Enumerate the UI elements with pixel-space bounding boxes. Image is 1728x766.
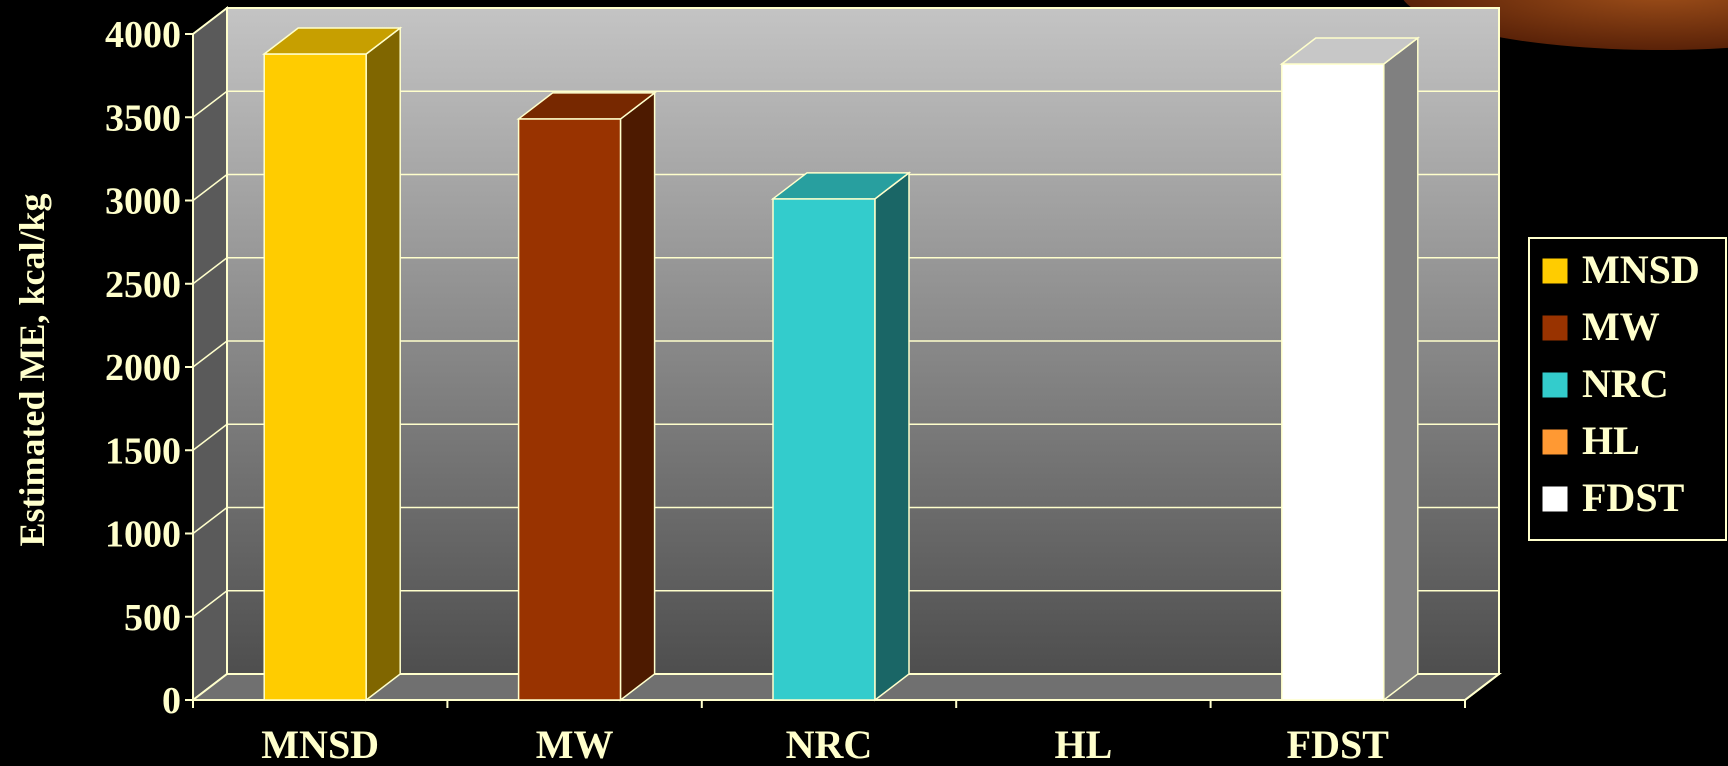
- x-tick-label: MW: [536, 722, 614, 766]
- legend-item-mnsd: MNSD: [1541, 247, 1700, 292]
- bar-front: [1281, 63, 1385, 701]
- legend: MNSD MW NRC HL FDST: [1528, 237, 1727, 541]
- legend-swatch: [1541, 257, 1569, 285]
- bar-nrc: [770, 171, 912, 702]
- legend-item-fdst: FDST: [1541, 475, 1685, 520]
- gridline: [192, 590, 1499, 618]
- bar-side: [1383, 36, 1419, 702]
- y-tick-label: 3000: [105, 181, 181, 223]
- gridline: [192, 90, 1499, 118]
- y-tick-label: 2000: [105, 347, 181, 389]
- bar-fdst: [1279, 36, 1421, 702]
- legend-item-hl: HL: [1541, 418, 1640, 463]
- y-tick-label: 4000: [105, 14, 181, 56]
- y-tick-label: 1500: [105, 430, 181, 472]
- legend-label: NRC: [1582, 361, 1669, 406]
- gridline: [192, 173, 1499, 202]
- bars: [261, 26, 1421, 702]
- legend-swatch: [1541, 371, 1569, 399]
- legend-swatch: [1541, 485, 1569, 513]
- bar-front: [517, 118, 622, 701]
- x-tick-label: NRC: [786, 722, 873, 766]
- legend-item-nrc: NRC: [1541, 361, 1669, 406]
- gridline: [192, 423, 1499, 451]
- bar-side: [874, 171, 910, 702]
- y-axis-label: Estimated ME, kcal/kg: [12, 193, 52, 546]
- bar-top: [261, 27, 403, 55]
- legend-label: FDST: [1582, 475, 1685, 520]
- y-tick-label: 0: [162, 680, 181, 722]
- bar-mw: [516, 91, 657, 702]
- y-tick-label: 500: [124, 597, 181, 639]
- y-tick-label: 2500: [105, 264, 181, 306]
- bar-mnsd: [261, 26, 403, 702]
- gridline: [192, 340, 1499, 368]
- legend-label: MW: [1582, 304, 1660, 349]
- bar-side: [365, 26, 401, 702]
- bar-top: [770, 172, 912, 200]
- gridline: [192, 506, 1499, 535]
- bar-front: [263, 53, 367, 701]
- bar-top: [1279, 37, 1421, 65]
- legend-label: HL: [1582, 418, 1640, 463]
- y-tick-label: 1000: [105, 514, 181, 556]
- x-tick-label: MNSD: [261, 722, 379, 766]
- floor-edge: [1464, 673, 1500, 701]
- legend-item-mw: MW: [1541, 304, 1660, 349]
- y-tick-label: 3500: [105, 97, 181, 139]
- gridline: [192, 257, 1499, 285]
- bar-front: [772, 198, 876, 701]
- gridline: [192, 7, 1499, 35]
- bar-top: [516, 92, 657, 120]
- legend-label: MNSD: [1582, 247, 1700, 292]
- x-tick-labels: MNSD MW NRC HL FDST: [261, 722, 1389, 766]
- bar-side: [619, 91, 656, 702]
- x-tick-label: FDST: [1287, 722, 1390, 766]
- legend-swatch: [1541, 314, 1569, 342]
- legend-swatch: [1541, 428, 1569, 456]
- y-tick-labels: 0 500 1000 1500 2000 2500 3000 3500 4000: [105, 14, 181, 722]
- x-tick-label: HL: [1055, 722, 1113, 766]
